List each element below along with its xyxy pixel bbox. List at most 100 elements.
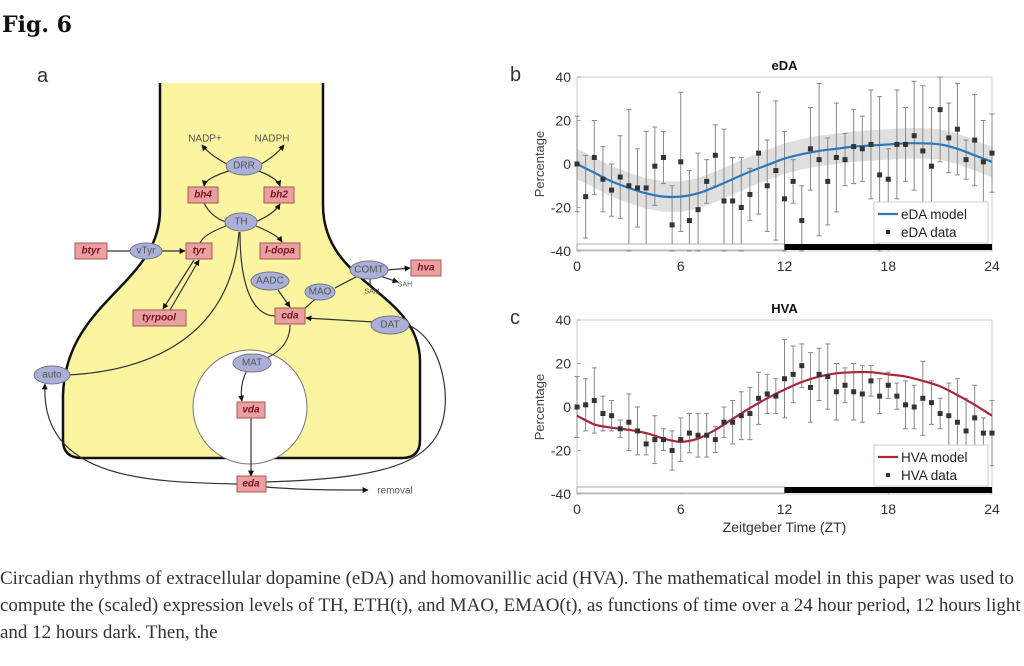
svg-text:DRR: DRR: [233, 161, 255, 172]
data-point: [635, 428, 641, 434]
metabolite-bh2: bh2: [263, 186, 295, 204]
data-point: [790, 371, 796, 377]
data-point: [591, 397, 597, 403]
svg-text:tyr: tyr: [193, 246, 207, 257]
data-point: [928, 163, 934, 169]
data-point: [816, 371, 822, 377]
data-point: [911, 133, 917, 139]
data-point: [626, 419, 632, 425]
chart-title: eDA: [771, 58, 798, 73]
svg-text:AADC: AADC: [256, 276, 284, 287]
svg-text:COMT: COMT: [354, 265, 383, 276]
svg-text:DAT: DAT: [380, 320, 399, 331]
svg-text:l-dopa: l-dopa: [265, 246, 295, 257]
data-point: [712, 437, 718, 443]
data-point: [954, 126, 960, 132]
metabolite-vda: vda: [236, 401, 266, 419]
enzyme-vtyr: vTyr: [129, 242, 163, 260]
legend-box: [873, 444, 989, 487]
data-point: [600, 411, 606, 417]
x-tick-label: 0: [573, 258, 581, 274]
data-point: [972, 415, 978, 421]
svg-text:bh2: bh2: [270, 190, 288, 201]
data-point: [825, 178, 831, 184]
data-point: [764, 391, 770, 397]
data-point: [972, 137, 978, 143]
data-point: [730, 419, 736, 425]
data-point: [799, 218, 805, 224]
data-point: [652, 437, 658, 443]
data-point: [859, 391, 865, 397]
data-point: [980, 430, 986, 436]
data-point: [928, 400, 934, 406]
enzyme-dat: DAT: [370, 315, 410, 335]
figure-caption: Circadian rhythms of extracellular dopam…: [0, 568, 1021, 643]
data-point: [920, 395, 926, 401]
y-tick-label: 20: [555, 356, 571, 372]
data-point: [704, 432, 710, 438]
svg-text:btyr: btyr: [82, 246, 102, 257]
data-point: [660, 154, 666, 160]
data-point: [842, 157, 848, 163]
legend-model-label: eDA model: [901, 207, 967, 222]
svg-text:MAO: MAO: [309, 287, 332, 298]
data-point: [790, 178, 796, 184]
metabolite-l-dopa: l-dopa: [259, 242, 301, 260]
data-point: [989, 430, 995, 436]
svg-text:vTyr: vTyr: [137, 246, 157, 257]
data-point: [833, 389, 839, 395]
enzyme-drr: DRR: [225, 156, 263, 176]
data-point: [678, 159, 684, 165]
data-point: [868, 378, 874, 384]
data-point: [911, 404, 917, 410]
svg-text:cda: cda: [281, 311, 299, 322]
svg-text:MAT: MAT: [242, 358, 262, 369]
metabolites: bh4 bh2 btyr tyr l-dopa tyrpool cda hva …: [74, 186, 442, 493]
x-tick-label: 12: [777, 501, 793, 517]
metabolite-eda: eda: [236, 475, 267, 493]
data-point: [635, 185, 641, 191]
enzyme-aadc: AADC: [250, 271, 290, 291]
x-axis-label: Zeitgeber Time (ZT): [723, 519, 847, 535]
data-point: [756, 395, 762, 401]
svg-text:tyrpool: tyrpool: [142, 313, 176, 324]
y-tick-label: 0: [563, 399, 571, 415]
data-point: [738, 413, 744, 419]
figure-title: Fig. 6: [2, 12, 72, 38]
data-point: [937, 107, 943, 113]
data-point: [669, 448, 675, 453]
data-point: [782, 196, 787, 202]
data-point: [583, 194, 589, 200]
data-point: [885, 176, 891, 182]
data-point: [609, 413, 615, 419]
data-point: [600, 176, 606, 182]
data-point: [833, 154, 839, 160]
data-point: [574, 404, 580, 410]
data-point: [704, 178, 710, 184]
data-point: [868, 141, 874, 147]
metabolite-tyr: tyr: [185, 242, 213, 260]
chart-eda: b eDA Percentage -40 -20 0 20 40 0 6 12 18 24 eDA mod…: [510, 58, 1000, 274]
svg-text:hva: hva: [417, 263, 435, 274]
x-tick-label: 18: [880, 258, 896, 274]
svg-text:eda: eda: [242, 479, 260, 490]
light-period-bar: [576, 243, 785, 251]
data-point: [825, 374, 831, 380]
x-tick-label: 12: [777, 258, 793, 274]
data-point: [773, 168, 779, 174]
label-sah: SAH: [398, 282, 412, 289]
data-point: [756, 150, 762, 156]
data-point: [721, 198, 727, 204]
label-nadp: NADP+: [188, 134, 222, 145]
data-point: [617, 426, 623, 432]
data-point: [807, 146, 813, 152]
svg-text:bh4: bh4: [194, 190, 212, 201]
enzyme-mao: MAO: [304, 283, 336, 301]
y-tick-label: -20: [551, 443, 571, 459]
data-point: [954, 419, 960, 425]
data-point: [695, 207, 701, 213]
data-point: [643, 441, 649, 447]
x-tick-label: 24: [984, 258, 1000, 274]
svg-text:TH: TH: [234, 217, 247, 228]
dopamine-pathway-diagram: a DRR TH vTyr AADC MAO COM: [33, 65, 446, 497]
